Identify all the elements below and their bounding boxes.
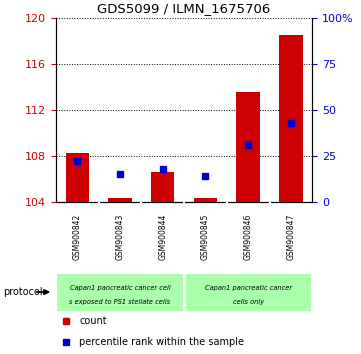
Text: cells only: cells only <box>232 299 264 305</box>
Text: GSM900843: GSM900843 <box>116 214 125 261</box>
Text: GSM900847: GSM900847 <box>286 214 295 261</box>
Title: GDS5099 / ILMN_1675706: GDS5099 / ILMN_1675706 <box>97 2 271 15</box>
Bar <box>151 172 174 202</box>
Text: GSM900845: GSM900845 <box>201 214 210 261</box>
Text: Capan1 pancreatic cancer: Capan1 pancreatic cancer <box>205 285 292 291</box>
Text: count: count <box>79 316 106 326</box>
Bar <box>56 273 184 312</box>
Text: GSM900844: GSM900844 <box>158 214 167 261</box>
Text: s exposed to PS1 stellate cells: s exposed to PS1 stellate cells <box>69 299 171 305</box>
Bar <box>108 198 132 202</box>
Text: percentile rank within the sample: percentile rank within the sample <box>79 337 244 348</box>
Bar <box>279 35 303 202</box>
Text: GSM900842: GSM900842 <box>73 214 82 260</box>
Text: protocol: protocol <box>4 287 43 297</box>
Bar <box>236 92 260 202</box>
Text: GSM900846: GSM900846 <box>244 214 253 261</box>
Bar <box>184 273 312 312</box>
Bar <box>194 198 217 202</box>
Text: Capan1 pancreatic cancer cell: Capan1 pancreatic cancer cell <box>70 285 170 291</box>
Bar <box>66 153 89 202</box>
